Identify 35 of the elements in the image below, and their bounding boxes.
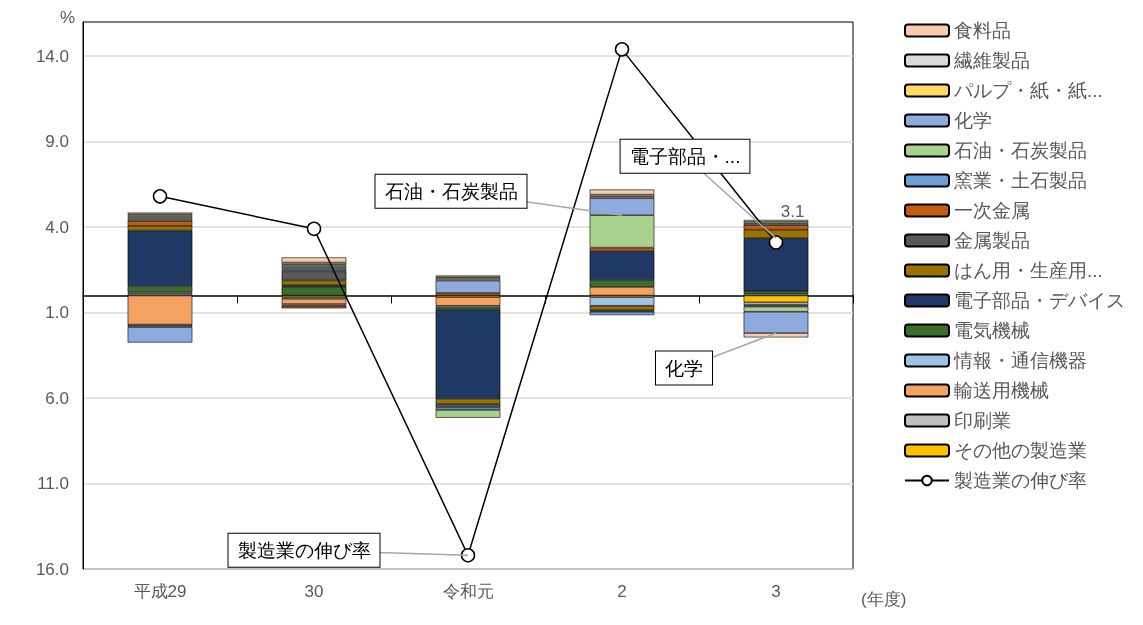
annotation: 製造業の伸び率 <box>237 539 371 561</box>
annotation: 電子部品・... <box>629 145 741 167</box>
legend-label: その他の製造業 <box>954 440 1087 461</box>
y-tick-label: 6.0 <box>45 388 69 408</box>
y-tick-label: 11.0 <box>37 474 69 494</box>
legend-label: 印刷業 <box>954 410 1011 431</box>
x-tick-label: 2 <box>617 582 627 601</box>
annotation: 化学 <box>665 357 703 379</box>
x-axis-title: (年度) <box>861 590 907 609</box>
legend-label: 窯業・土石製品 <box>954 170 1087 191</box>
legend-label: 製造業の伸び率 <box>954 470 1087 491</box>
y-tick-label: 16.0 <box>35 559 69 579</box>
legend-label: 化学 <box>954 110 992 131</box>
legend-label: 電気機械 <box>954 320 1030 341</box>
x-tick-label: 30 <box>304 582 324 601</box>
legend-label: 電子部品・デバイス <box>954 290 1125 311</box>
y-axis-title: % <box>59 8 75 27</box>
annotation: 石油・石炭製品 <box>384 180 518 202</box>
y-tick-label: 14.0 <box>35 46 69 66</box>
legend-label: 一次金属 <box>954 200 1030 221</box>
y-tick-label: 9.0 <box>45 132 69 152</box>
legend-label: 金属製品 <box>954 230 1030 251</box>
legend-label: 石油・石炭製品 <box>954 140 1087 161</box>
x-tick-label: 3 <box>771 582 781 601</box>
y-tick-label: 1.0 <box>45 303 69 323</box>
x-tick-label: 令和元 <box>442 582 494 601</box>
legend-label: 食料品 <box>954 20 1011 41</box>
legend-label: 繊維製品 <box>953 50 1030 71</box>
data-label: 3.1 <box>780 202 805 222</box>
legend-label: 輸送用機械 <box>954 380 1049 401</box>
legend-label: 情報・通信機器 <box>953 350 1087 371</box>
y-tick-label: 4.0 <box>45 217 69 237</box>
x-tick-label: 平成29 <box>133 582 187 601</box>
legend-label: パルプ・紙・紙... <box>953 80 1103 101</box>
legend-label: はん用・生産用... <box>954 260 1103 281</box>
